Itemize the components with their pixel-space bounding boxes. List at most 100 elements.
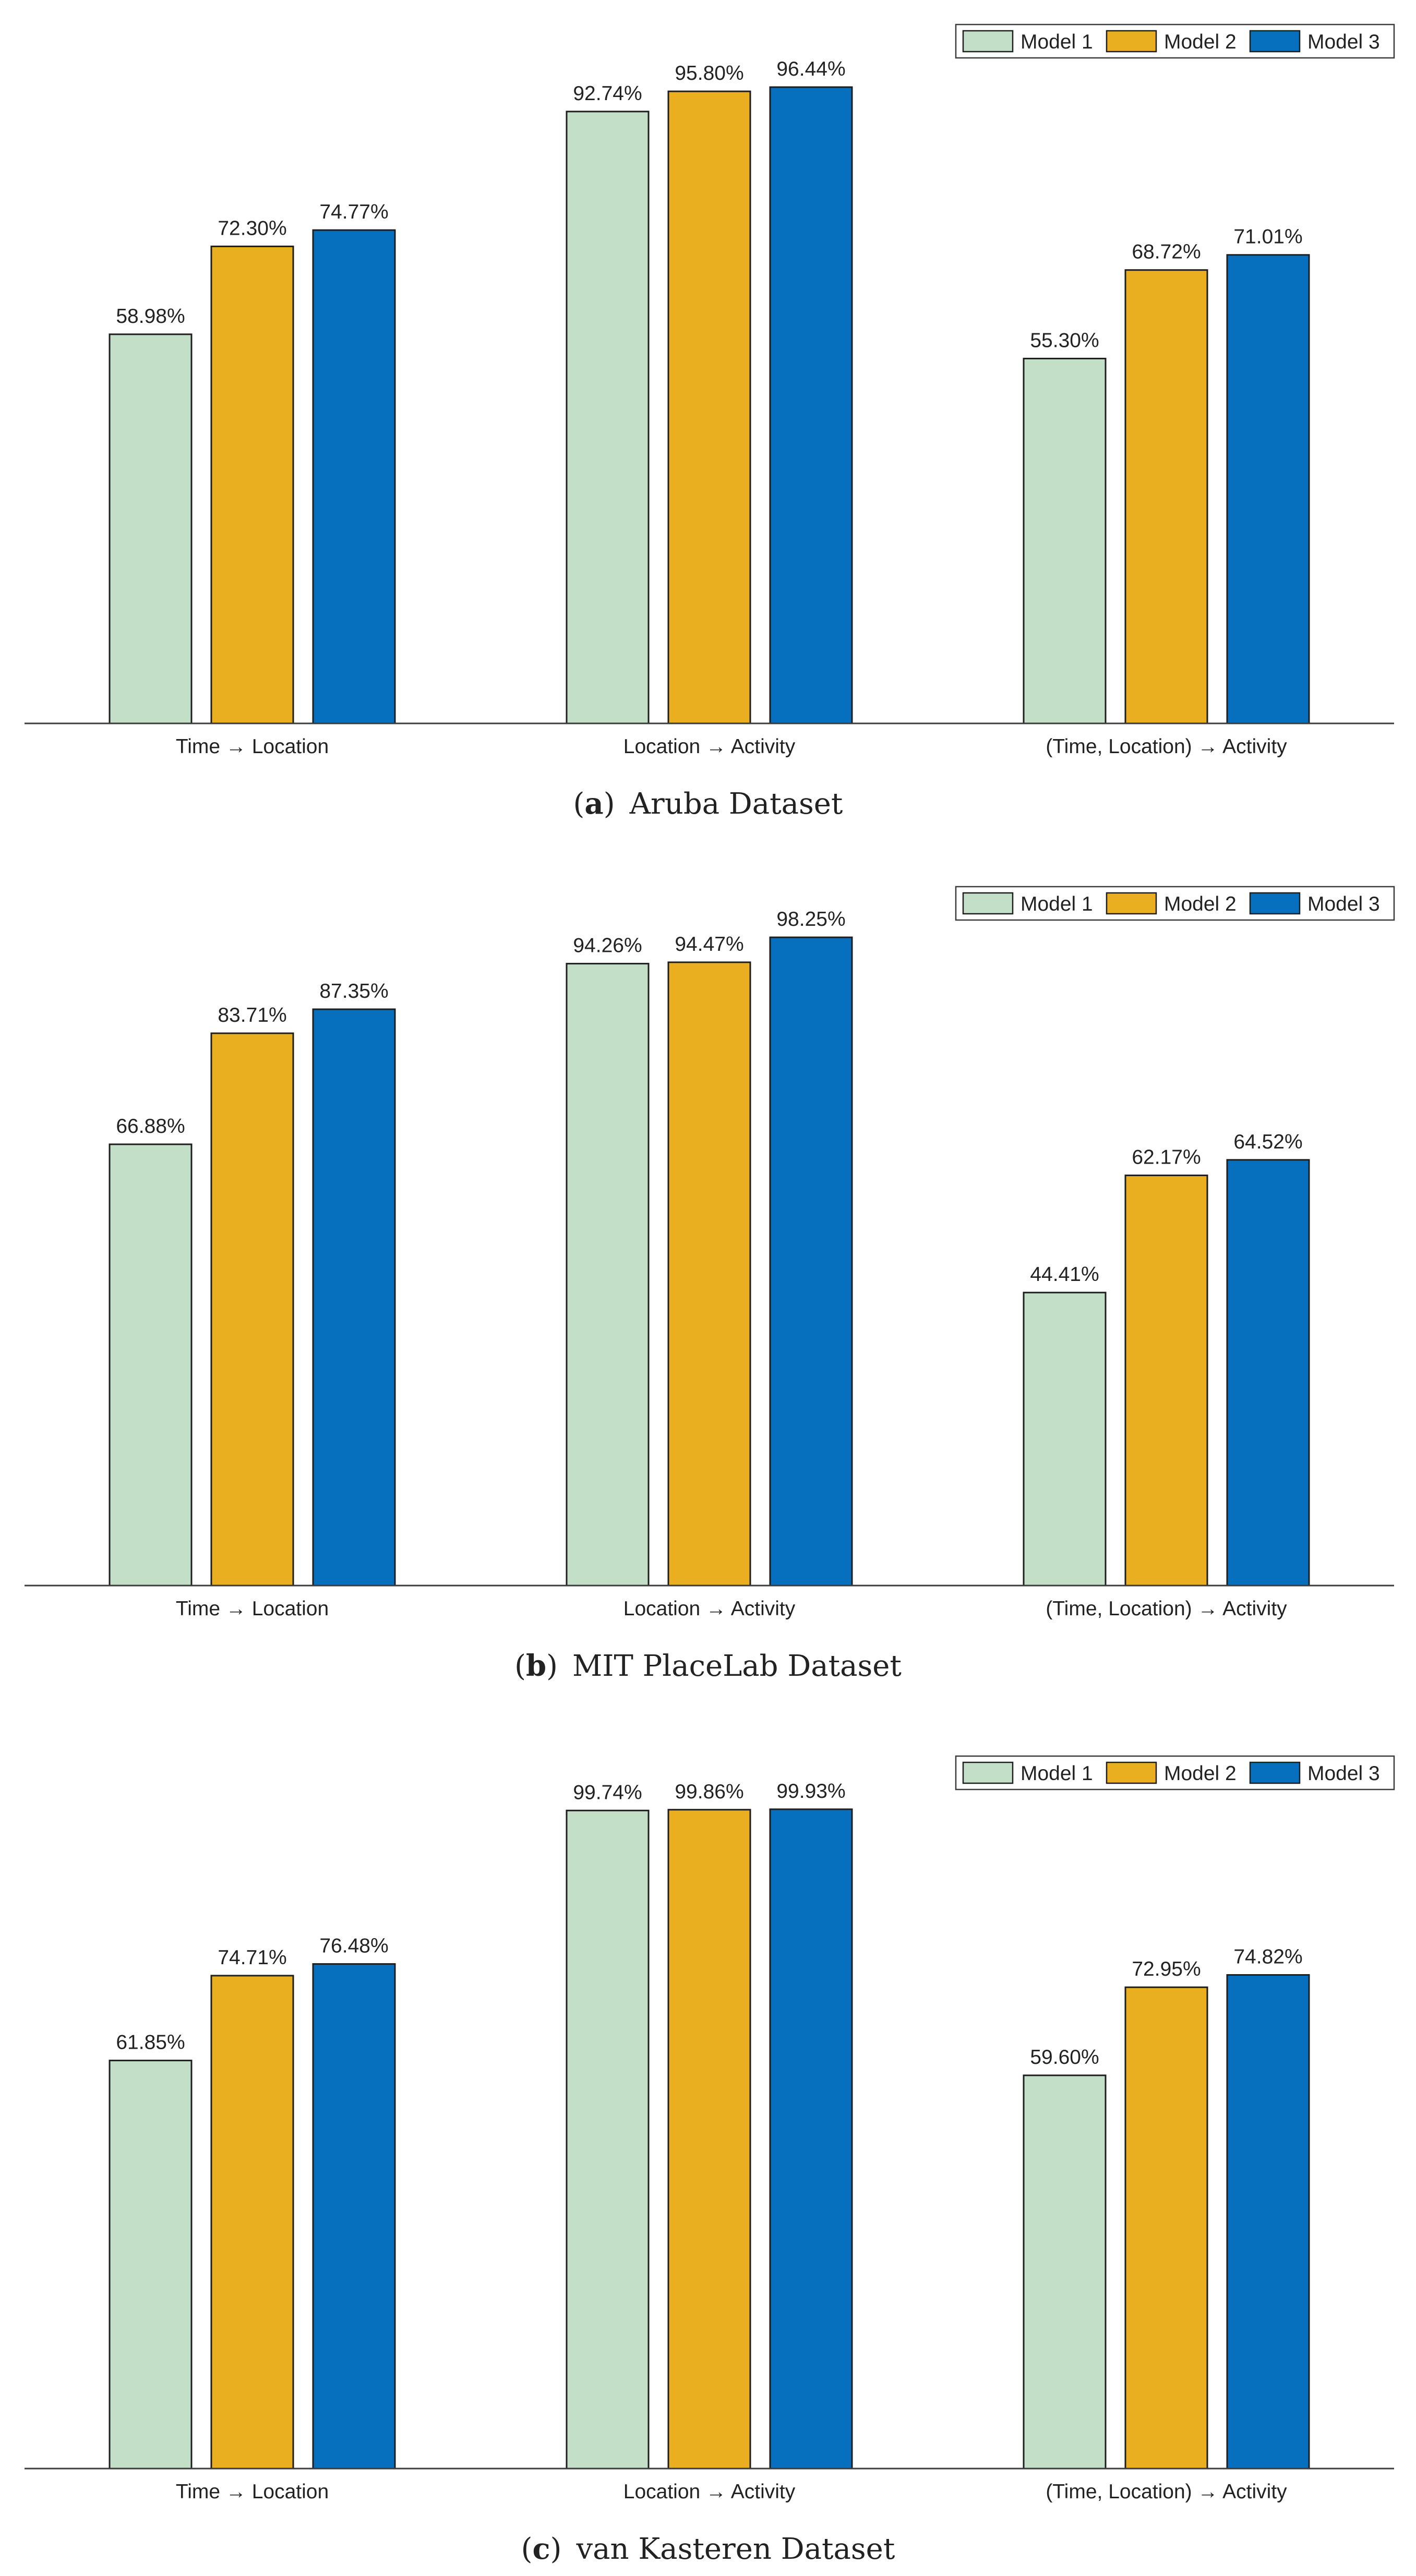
data-label: 74.82% [1233, 1946, 1302, 1968]
bar-model-2-time-location[interactable] [210, 1975, 294, 2470]
x-tick-label: Time → Location [176, 1598, 329, 1620]
bar-group-location-activity: 94.26% 94.47% 98.25% [566, 908, 853, 1587]
chart-panel-1: 58.98%72.30%74.77%Time → Location92.74%9… [25, 23, 1395, 821]
bar-model-3-location-activity[interactable] [769, 936, 853, 1587]
caption: (b) MIT PlaceLab Dataset [514, 1649, 902, 1683]
data-label: 68.72% [1132, 241, 1201, 263]
legend-label-model-2: Model 2 [1164, 1762, 1237, 1785]
bar-model-2-time-location-activity[interactable] [1124, 1175, 1208, 1587]
legend-label-model-1: Model 1 [1021, 1762, 1093, 1785]
bar-group-time-location: 61.85% 74.71% 76.48% [109, 1935, 396, 2470]
x-tick-label: (Time, Location) → Activity [1046, 2481, 1287, 2503]
bar-model-1-time-location[interactable] [109, 333, 193, 724]
bar-model-1-time-location-activity[interactable] [1023, 1291, 1107, 1587]
legend-box [955, 886, 1395, 921]
legend-swatch-model-1 [962, 1761, 1014, 1784]
bar-model-1-location-activity[interactable] [566, 111, 650, 724]
bar-group-location-activity: 92.74% 95.80% 96.44% [566, 58, 853, 724]
x-tick-label: Location → Activity [623, 2481, 796, 2503]
bar-model-3-time-location-activity[interactable] [1226, 1159, 1310, 1587]
legend-swatch-model-2 [1106, 30, 1157, 53]
legend-label-model-1: Model 1 [1021, 31, 1093, 53]
caption-label-letter: c [533, 2532, 550, 2566]
data-label: 94.47% [675, 933, 743, 956]
caption-title: MIT PlaceLab Dataset [572, 1649, 902, 1683]
legend-swatch-model-3 [1249, 892, 1301, 915]
data-label: 64.52% [1233, 1131, 1302, 1153]
legend: Model 1 Model 2 Model 3 [955, 1755, 1395, 1791]
data-label: 62.17% [1132, 1146, 1201, 1169]
bar-model-3-time-location[interactable] [312, 1008, 396, 1587]
data-label: 44.41% [1030, 1263, 1099, 1286]
bar-model-2-time-location-activity[interactable] [1124, 1986, 1208, 2470]
caption: (a) Aruba Dataset [573, 787, 843, 821]
data-label: 99.86% [675, 1781, 743, 1803]
bar-model-1-location-activity[interactable] [566, 963, 650, 1587]
bar-model-2-time-location-activity[interactable] [1124, 269, 1208, 724]
bar-model-1-location-activity[interactable] [566, 1809, 650, 2470]
data-label: 96.44% [776, 58, 845, 80]
legend-label-model-3: Model 3 [1307, 1762, 1380, 1785]
bar-model-3-location-activity[interactable] [769, 86, 853, 724]
caption-label-close: ) [546, 1649, 572, 1683]
bar-group-time-location-activity: 44.41% 62.17% 64.52% [1023, 1131, 1310, 1587]
data-label: 98.25% [776, 908, 845, 930]
data-label: 87.35% [319, 980, 388, 1002]
caption-label: ( [514, 1649, 526, 1683]
legend-label-model-2: Model 2 [1164, 31, 1237, 53]
bar-model-2-location-activity[interactable] [667, 1809, 751, 2470]
bar-model-3-time-location-activity[interactable] [1226, 1974, 1310, 2470]
bar-group-time-location: 66.88% 83.71% 87.35% [109, 980, 396, 1587]
bar-model-1-time-location-activity[interactable] [1023, 357, 1107, 724]
legend-swatch-model-3 [1249, 30, 1301, 53]
caption-label: ( [573, 787, 585, 821]
caption-label-letter: a [584, 787, 603, 821]
x-tick-label: (Time, Location) → Activity [1046, 1598, 1287, 1620]
data-label: 58.98% [116, 305, 185, 328]
bar-model-1-time-location[interactable] [109, 2060, 193, 2470]
data-label: 59.60% [1030, 2046, 1099, 2069]
x-tick-label: Time → Location [176, 2481, 329, 2503]
legend-label-model-1: Model 1 [1021, 893, 1093, 915]
caption-title: Aruba Dataset [629, 787, 843, 821]
bar-group-time-location-activity: 59.60% 72.95% 74.82% [1023, 1946, 1310, 2470]
data-label: 92.74% [573, 82, 642, 105]
bar-model-2-location-activity[interactable] [667, 90, 751, 724]
data-label: 74.71% [218, 1946, 286, 1969]
bar-model-3-location-activity[interactable] [769, 1808, 853, 2470]
legend-swatch-model-3 [1249, 1761, 1301, 1784]
bar-group-time-location-activity: 55.30% 68.72% 71.01% [1023, 226, 1310, 724]
caption-title: van Kasteren Dataset [575, 2532, 895, 2566]
bar-model-2-time-location[interactable] [210, 245, 294, 724]
x-tick-label: Time → Location [176, 735, 329, 758]
data-label: 83.71% [218, 1004, 286, 1026]
caption-label-close: ) [604, 787, 630, 821]
legend-label-model-3: Model 3 [1307, 31, 1380, 53]
data-label: 61.85% [116, 2031, 185, 2054]
bar-group-time-location: 58.98% 72.30% 74.77% [109, 201, 396, 724]
data-label: 95.80% [675, 62, 743, 84]
bar-model-3-time-location[interactable] [312, 1963, 396, 2470]
bar-model-1-time-location-activity[interactable] [1023, 2074, 1107, 2470]
bar-model-1-time-location[interactable] [109, 1143, 193, 1587]
legend: Model 1 Model 2 Model 3 [955, 886, 1395, 921]
legend-swatch-model-2 [1106, 1761, 1157, 1784]
legend-box [955, 1755, 1395, 1791]
data-label: 71.01% [1233, 226, 1302, 248]
data-label: 94.26% [573, 935, 642, 957]
data-label: 99.74% [573, 1781, 642, 1804]
bar-model-2-time-location[interactable] [210, 1032, 294, 1587]
legend: Model 1 Model 2 Model 3 [955, 23, 1395, 59]
bar-model-2-location-activity[interactable] [667, 961, 751, 1587]
legend-label-model-2: Model 2 [1164, 893, 1237, 915]
bar-model-3-time-location[interactable] [312, 229, 396, 724]
legend-label-model-3: Model 3 [1307, 893, 1380, 915]
legend-swatch-model-2 [1106, 892, 1157, 915]
caption: (c) van Kasteren Dataset [521, 2532, 895, 2566]
bar-model-3-time-location-activity[interactable] [1226, 254, 1310, 724]
caption-label: ( [521, 2532, 533, 2566]
